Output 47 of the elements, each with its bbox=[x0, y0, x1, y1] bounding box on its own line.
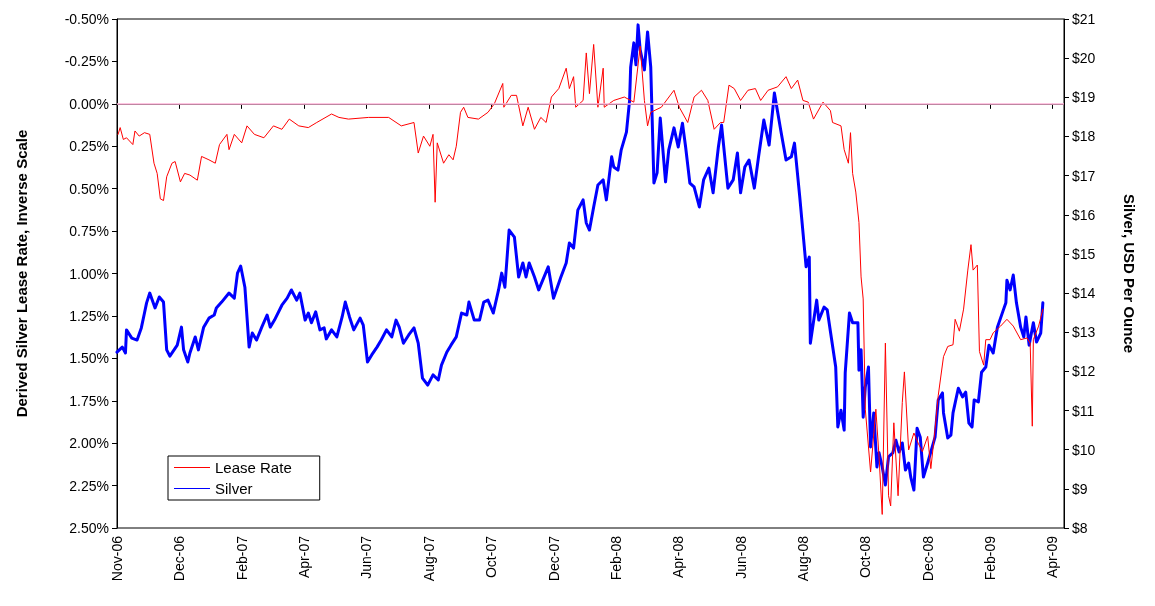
x-tick-label: Dec-06 bbox=[171, 535, 188, 582]
x-tick-label: Apr-07 bbox=[296, 535, 313, 579]
y2-tick-label: $8 bbox=[1072, 520, 1088, 536]
y-tick-label: 2.00% bbox=[69, 435, 109, 452]
legend-label: Lease Rate bbox=[215, 459, 292, 476]
y2-axis-title: Silver, USD Per Ounce bbox=[1121, 193, 1138, 354]
legend-label: Silver bbox=[215, 480, 253, 497]
y2-tick-label: $11 bbox=[1072, 402, 1095, 419]
y2-tick-label: $15 bbox=[1072, 245, 1096, 262]
y2-tick-label: $10 bbox=[1072, 441, 1096, 458]
x-tick-label: Oct-08 bbox=[857, 535, 874, 579]
y-tick-label: 1.00% bbox=[69, 265, 109, 282]
x-tick-label: Jun-08 bbox=[732, 535, 749, 579]
x-tick-label: Feb-09 bbox=[982, 535, 999, 581]
x-tick-label: Feb-07 bbox=[233, 535, 250, 581]
y-tick-label: 2.25% bbox=[69, 477, 109, 494]
x-tick-label: Dec-07 bbox=[545, 535, 562, 582]
y-tick-label: 1.75% bbox=[69, 392, 109, 409]
x-tick-label: Nov-06 bbox=[109, 535, 125, 582]
y2-tick-label: $18 bbox=[1072, 128, 1096, 145]
y2-tick-label: $14 bbox=[1072, 285, 1096, 302]
y-tick-label: 1.25% bbox=[69, 307, 109, 324]
x-tick-label: Aug-07 bbox=[420, 535, 437, 582]
y-tick-label: 0.00% bbox=[69, 95, 109, 112]
y-tick-label: 0.75% bbox=[69, 223, 109, 240]
x-tick-label: Feb-08 bbox=[607, 535, 624, 581]
y-tick-label: 2.50% bbox=[69, 520, 109, 536]
y2-tick-label: $21 bbox=[1072, 11, 1096, 27]
y2-tick-label: $16 bbox=[1072, 206, 1096, 223]
x-tick-label: Dec-08 bbox=[919, 535, 936, 582]
y-axis-title: Derived Silver Lease Rate, Inverse Scale bbox=[13, 129, 30, 418]
y-tick-label: 0.50% bbox=[69, 180, 109, 197]
y2-tick-label: $17 bbox=[1072, 167, 1096, 184]
y2-tick-label: $9 bbox=[1072, 480, 1088, 497]
y-tick-label: -0.50% bbox=[64, 11, 109, 27]
y2-tick-label: $13 bbox=[1072, 324, 1096, 341]
x-tick-label: Apr-08 bbox=[670, 535, 687, 579]
y2-tick-label: $19 bbox=[1072, 89, 1096, 106]
y-tick-label: 0.25% bbox=[69, 138, 109, 155]
x-tick-label: Apr-09 bbox=[1044, 535, 1061, 579]
x-tick-label: Oct-07 bbox=[483, 535, 500, 579]
x-tick-label: Jun-07 bbox=[358, 535, 375, 579]
y-tick-label: 1.50% bbox=[69, 350, 109, 367]
y2-tick-label: $20 bbox=[1072, 50, 1096, 67]
x-tick-label: Aug-08 bbox=[794, 535, 811, 582]
y2-tick-label: $12 bbox=[1072, 363, 1096, 380]
y-tick-label: -0.25% bbox=[64, 53, 109, 70]
